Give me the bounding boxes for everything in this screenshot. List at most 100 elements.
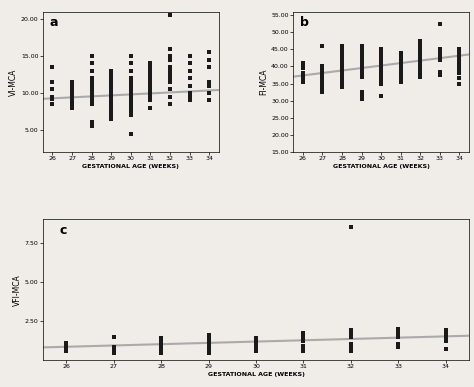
Point bbox=[205, 340, 212, 346]
Point bbox=[319, 87, 326, 94]
Point bbox=[394, 332, 402, 338]
Point bbox=[338, 84, 346, 90]
Point bbox=[146, 75, 154, 81]
Point bbox=[146, 68, 154, 74]
Point bbox=[108, 79, 115, 85]
Point bbox=[127, 79, 135, 85]
Point bbox=[205, 349, 212, 355]
Point bbox=[358, 67, 365, 73]
Point bbox=[186, 94, 193, 100]
Point bbox=[319, 80, 326, 87]
Point bbox=[338, 63, 346, 70]
Point bbox=[157, 348, 165, 354]
Point bbox=[417, 51, 424, 58]
Point bbox=[205, 350, 212, 356]
Point bbox=[442, 330, 449, 336]
Point bbox=[436, 46, 444, 52]
Point bbox=[299, 60, 307, 66]
Point bbox=[347, 334, 355, 340]
Point bbox=[166, 64, 174, 70]
Point bbox=[338, 53, 346, 59]
Point bbox=[166, 57, 174, 63]
Point bbox=[68, 82, 76, 89]
Point bbox=[394, 325, 402, 332]
Point bbox=[397, 57, 404, 63]
Point bbox=[88, 75, 95, 81]
Point bbox=[436, 21, 444, 27]
Point bbox=[442, 338, 449, 344]
Point bbox=[157, 344, 165, 350]
Point bbox=[127, 90, 135, 96]
Point bbox=[347, 348, 355, 354]
Point bbox=[127, 94, 135, 100]
Point bbox=[300, 344, 307, 351]
Point bbox=[319, 84, 326, 90]
Point bbox=[127, 75, 135, 81]
Point bbox=[252, 340, 260, 346]
Point bbox=[205, 97, 213, 103]
Point bbox=[299, 75, 307, 82]
Point bbox=[205, 334, 212, 340]
Point bbox=[300, 334, 307, 340]
Point bbox=[358, 89, 365, 95]
Point bbox=[377, 80, 385, 87]
Point bbox=[300, 337, 307, 343]
Point bbox=[436, 57, 444, 63]
Point bbox=[319, 70, 326, 76]
Point bbox=[299, 72, 307, 78]
Point bbox=[397, 62, 404, 68]
Point bbox=[157, 346, 165, 352]
Point bbox=[417, 48, 424, 54]
Point bbox=[108, 90, 115, 96]
Point bbox=[205, 57, 213, 63]
Point bbox=[299, 79, 307, 85]
Point bbox=[166, 94, 174, 100]
Point bbox=[127, 86, 135, 92]
Point bbox=[417, 57, 424, 63]
Point bbox=[358, 92, 365, 99]
Point bbox=[436, 50, 444, 56]
Point bbox=[436, 72, 444, 78]
Point bbox=[377, 50, 385, 56]
Point bbox=[146, 86, 154, 92]
Point bbox=[157, 343, 165, 349]
Point bbox=[88, 123, 95, 129]
Point bbox=[436, 50, 444, 56]
Point bbox=[394, 334, 402, 340]
Point bbox=[108, 68, 115, 74]
Point bbox=[108, 116, 115, 122]
Text: a: a bbox=[50, 16, 58, 29]
Point bbox=[205, 49, 213, 55]
Point bbox=[110, 345, 118, 351]
Point bbox=[338, 80, 346, 87]
Point bbox=[456, 57, 463, 63]
Point bbox=[127, 53, 135, 59]
Point bbox=[157, 340, 165, 346]
Point bbox=[397, 63, 404, 70]
Point bbox=[68, 101, 76, 107]
Point bbox=[338, 70, 346, 76]
Point bbox=[63, 340, 70, 346]
Point bbox=[252, 348, 260, 354]
Point bbox=[252, 344, 260, 351]
Point bbox=[88, 79, 95, 85]
Point bbox=[347, 341, 355, 348]
Point bbox=[166, 86, 174, 92]
Point bbox=[377, 53, 385, 59]
Point bbox=[157, 338, 165, 344]
Point bbox=[146, 90, 154, 96]
Point bbox=[146, 82, 154, 89]
Point bbox=[417, 63, 424, 70]
Point bbox=[110, 348, 118, 354]
Point bbox=[319, 63, 326, 70]
Point bbox=[108, 86, 115, 92]
Point bbox=[146, 60, 154, 67]
Point bbox=[108, 101, 115, 107]
Point bbox=[186, 82, 193, 89]
Point bbox=[456, 60, 463, 66]
Point bbox=[394, 330, 402, 336]
Point bbox=[205, 346, 212, 352]
Point bbox=[127, 97, 135, 103]
Point bbox=[300, 332, 307, 338]
Point bbox=[377, 70, 385, 76]
